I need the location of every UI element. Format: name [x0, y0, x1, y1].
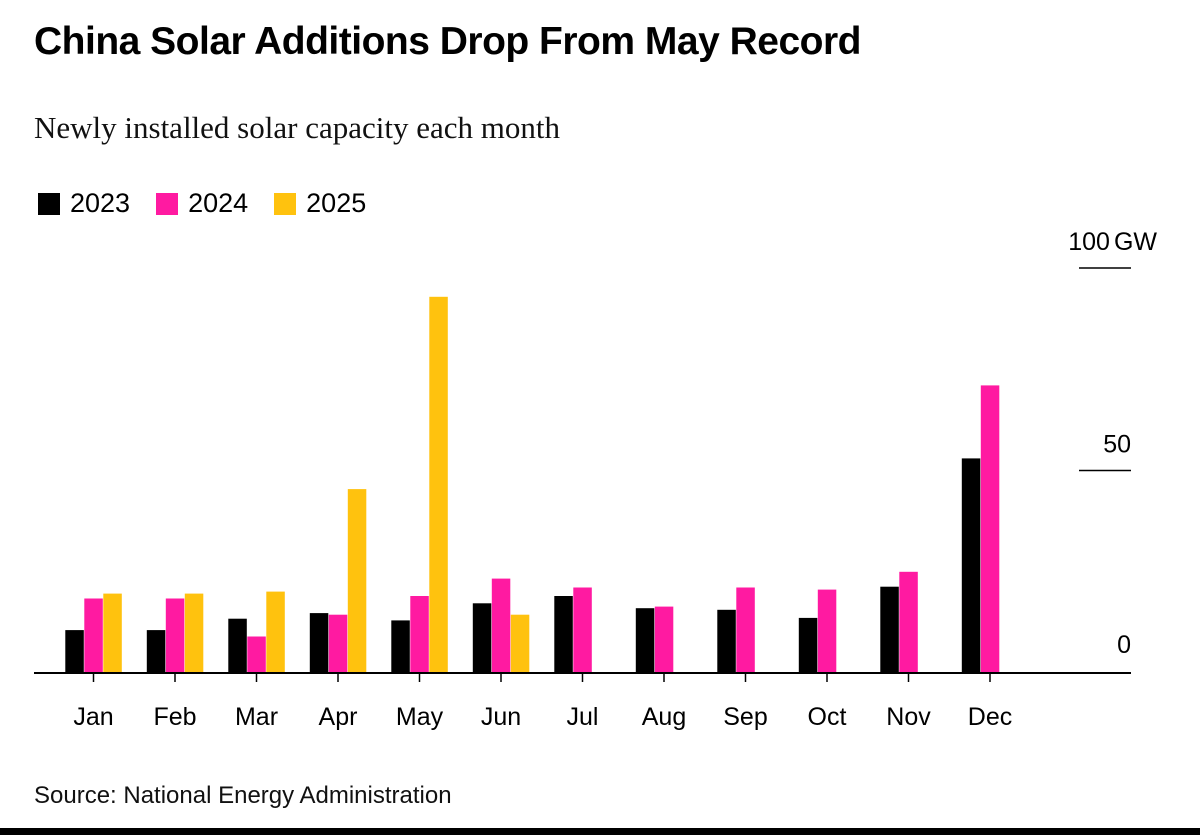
x-tick-label-sep: Sep: [723, 703, 767, 731]
bar-2024-nov: [899, 571, 918, 674]
bar-chart: 0 50 100 GW Jan Feb Mar Apr May Jun Jul Aug Sep Oct N…: [34, 228, 1157, 731]
x-tick-label-aug: Aug: [642, 703, 686, 731]
y-tick-label-0: 0: [1117, 631, 1131, 659]
y-tick-label-100: 100 GW: [1068, 228, 1157, 256]
x-tick-label-nov: Nov: [886, 703, 931, 731]
bar-2024-jan: [84, 598, 103, 673]
legend-label-2023: 2023: [70, 188, 131, 218]
bar-2024-jul: [573, 587, 592, 673]
bar-2025-mar: [266, 591, 285, 673]
x-tick-label-apr: Apr: [319, 703, 358, 731]
bar-2023-oct: [798, 617, 818, 673]
bar-2024-jun: [491, 578, 511, 673]
legend-label-2025: 2025: [306, 188, 367, 218]
legend-swatch-2023: [38, 192, 60, 215]
bar-2023-mar: [228, 618, 247, 673]
x-tick-label-dec: Dec: [968, 703, 1012, 731]
x-tick-label-mar: Mar: [235, 703, 278, 731]
x-tick-label-jul: Jul: [567, 703, 599, 731]
bar-2023-dec: [961, 458, 981, 673]
bar-2025-may: [429, 296, 448, 673]
chart-title: China Solar Additions Drop From May Reco…: [34, 20, 861, 63]
bar-2023-jun: [472, 603, 492, 673]
bar-2024-oct: [817, 589, 837, 673]
bar-2024-may: [410, 596, 429, 673]
source-note: Source: National Energy Administration: [34, 782, 452, 809]
legend-item-2024: 2024: [156, 188, 248, 219]
bar-2025-jun: [510, 614, 530, 673]
bar-2025-feb: [184, 593, 204, 673]
bar-2024-dec: [980, 385, 1000, 673]
bar-2023-aug: [635, 608, 655, 673]
bar-2024-mar: [247, 636, 266, 673]
bars-group: [65, 296, 1000, 674]
chart-subtitle: Newly installed solar capacity each mont…: [34, 110, 560, 145]
bar-2024-apr: [328, 614, 348, 673]
x-tick-label-oct: Oct: [808, 703, 847, 731]
legend-swatch-2024: [156, 192, 179, 215]
y-tick-label-50: 50: [1103, 431, 1131, 459]
x-axis: Jan Feb Mar Apr May Jun Jul Aug Sep Oct Nov Dec: [34, 672, 1131, 731]
bar-2023-nov: [880, 586, 899, 673]
legend-item-2025: 2025: [274, 188, 366, 219]
x-tick-label-may: May: [396, 703, 444, 731]
x-tick-label-jun: Jun: [481, 703, 521, 731]
bottom-rule: [0, 828, 1200, 835]
bar-2023-feb: [146, 630, 166, 673]
legend-label-2024: 2024: [188, 188, 249, 218]
bar-2023-jul: [554, 596, 573, 673]
bar-2023-jan: [65, 630, 84, 673]
bar-2023-apr: [309, 613, 329, 673]
x-tick-label-feb: Feb: [153, 703, 196, 731]
bar-2025-jan: [103, 593, 122, 673]
legend-item-2023: 2023: [38, 188, 130, 219]
y-axis: 0 50 100 GW: [1068, 228, 1157, 659]
x-tick-label-jan: Jan: [73, 703, 113, 731]
bar-2024-sep: [736, 587, 755, 673]
legend-swatch-2025: [274, 192, 297, 215]
bar-2025-apr: [347, 489, 367, 673]
bar-2024-feb: [165, 598, 185, 673]
bar-2023-sep: [717, 609, 736, 673]
bar-2023-may: [391, 620, 410, 673]
legend: 2023 2024 2025: [38, 188, 392, 219]
bar-2024-aug: [654, 606, 674, 673]
